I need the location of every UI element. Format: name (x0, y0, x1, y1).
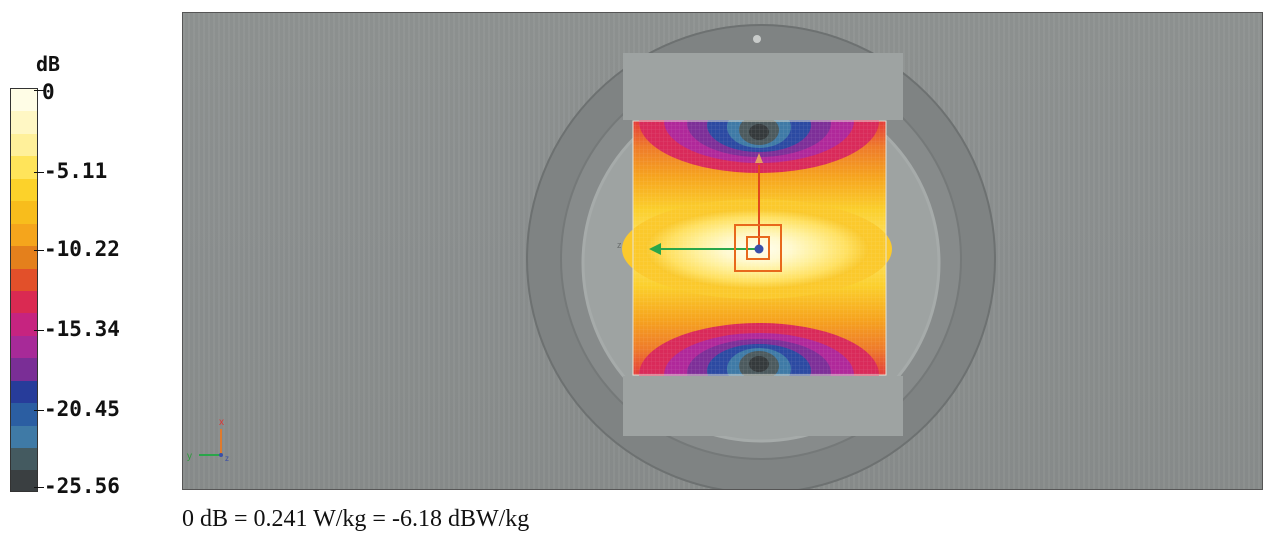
colorbar-band (11, 403, 37, 426)
colorbar-band (11, 89, 37, 112)
colorbar-band (11, 246, 37, 269)
probe-marker: z (617, 153, 782, 272)
colorbar-tick-label: -10.22 (44, 237, 120, 261)
axis-x-label: x (219, 417, 224, 428)
colorbar-band (11, 178, 37, 202)
colorbar-band (11, 268, 37, 291)
svg-text:z: z (617, 240, 622, 250)
colorbar-band (11, 470, 37, 491)
colorbar-band (11, 358, 37, 381)
colorbar-band (11, 380, 37, 404)
colorbar-tick (34, 172, 44, 173)
colorbar-tick-label: -5.11 (44, 159, 108, 183)
colorbar-band (11, 133, 37, 157)
sar-3d-view[interactable]: z x y z (182, 12, 1263, 490)
colorbar-tick-label: 0 (42, 80, 55, 104)
colorbar-tick (34, 90, 44, 91)
colorbar-tick (34, 330, 44, 331)
colorbar (10, 88, 38, 492)
colorbar-tick-label: -15.34 (44, 317, 120, 341)
reference-caption: 0 dB = 0.241 W/kg = -6.18 dBW/kg (182, 506, 530, 532)
colorbar-tick-label: -20.45 (44, 397, 120, 421)
colorbar-tick (34, 487, 44, 488)
colorbar-band (11, 111, 37, 134)
colorbar-tick (34, 250, 44, 251)
colorbar-band (11, 313, 37, 336)
axis-z-label: z (225, 454, 229, 463)
clip-top (623, 53, 903, 120)
colorbar-band (11, 223, 37, 247)
clip-bottom (623, 376, 903, 436)
colorbar-tick-label: -25.56 (44, 474, 120, 498)
colorbar-band (11, 156, 37, 179)
colorbar-band (11, 335, 37, 359)
axis-y-label: y (187, 451, 192, 462)
colorbar-unit: dB (36, 52, 61, 76)
colorbar-band (11, 448, 37, 471)
axis-triad: x y z (187, 417, 229, 463)
colorbar-band (11, 425, 37, 448)
colorbar-band (11, 290, 37, 314)
colorbar-tick (34, 410, 44, 411)
colorbar-band (11, 201, 37, 224)
